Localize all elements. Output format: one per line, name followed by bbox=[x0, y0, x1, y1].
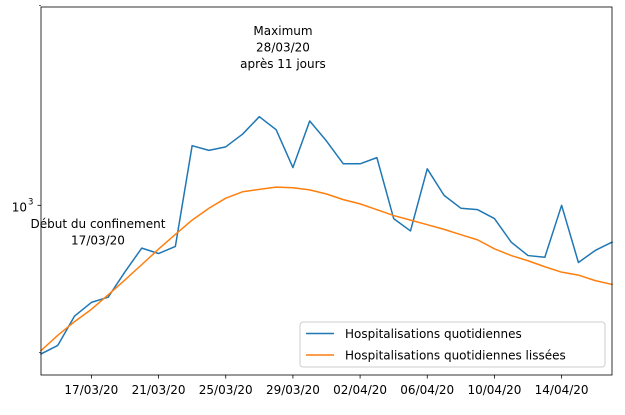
x-tick-label: 14/04/20 bbox=[535, 383, 589, 397]
annotation-line: 17/03/20 bbox=[71, 234, 125, 248]
annotation-line: Début du confinement bbox=[31, 217, 166, 231]
y-tick-label-exponent: 3 bbox=[28, 197, 33, 207]
y-tick-label: 10 bbox=[12, 200, 27, 214]
legend-label-2: Hospitalisations quotidiennes lissées bbox=[345, 349, 566, 363]
series-line-2 bbox=[39, 186, 613, 352]
x-tick-label: 10/04/20 bbox=[467, 383, 521, 397]
x-tick-label: 06/04/20 bbox=[400, 383, 454, 397]
legend-label-1: Hospitalisations quotidiennes bbox=[345, 327, 522, 341]
x-tick-label: 21/03/20 bbox=[132, 383, 186, 397]
annotation-line: 28/03/20 bbox=[256, 41, 310, 55]
x-tick-label: 25/03/20 bbox=[199, 383, 253, 397]
x-tick-label: 02/04/20 bbox=[333, 383, 387, 397]
annotation-line: Maximum bbox=[253, 24, 312, 38]
axes-frame bbox=[40, 6, 613, 376]
legend-box bbox=[299, 321, 606, 368]
annotation-2: Maximum 28/03/20 après 11 jours bbox=[240, 24, 326, 71]
annotation-1: Début du confinement 17/03/20 bbox=[31, 217, 166, 248]
annotation-line: après 11 jours bbox=[240, 57, 326, 71]
x-tick-label: 29/03/20 bbox=[266, 383, 320, 397]
series-line-1 bbox=[39, 115, 614, 355]
legend: Hospitalisations quotidiennes Hospitalisa… bbox=[299, 321, 606, 368]
x-tick-label: 17/03/20 bbox=[64, 383, 118, 397]
